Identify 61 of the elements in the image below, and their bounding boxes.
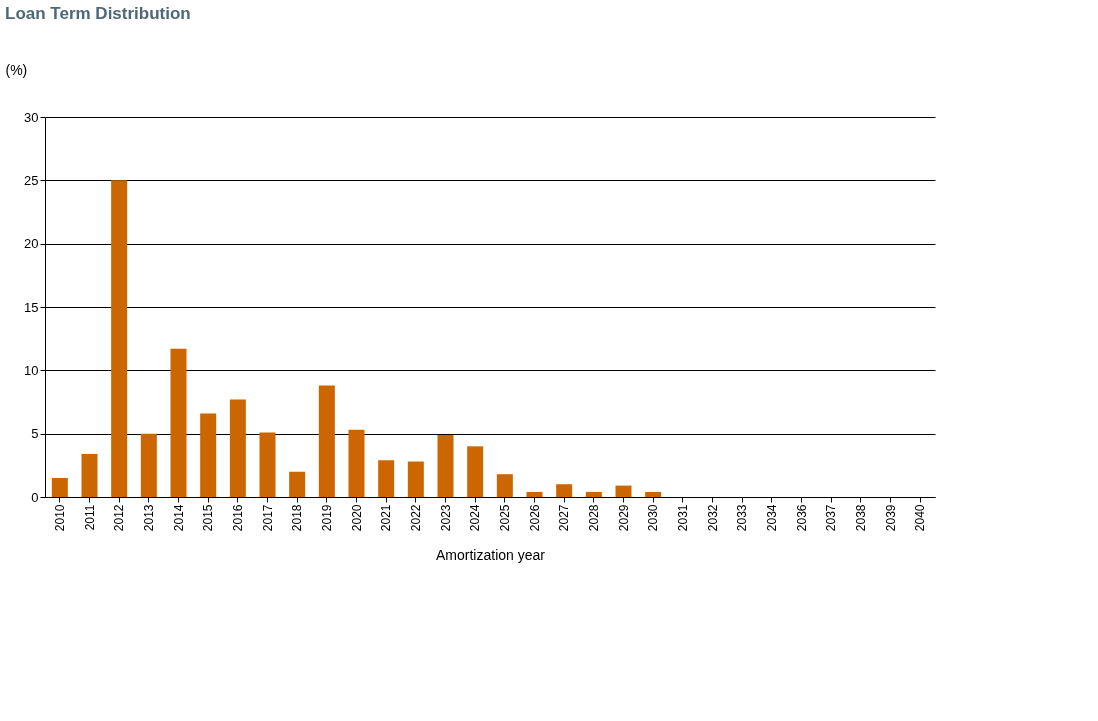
x-tick-label: 2025: [497, 504, 512, 532]
x-tick-label: 2031: [675, 504, 690, 532]
y-tick-label: 10: [24, 362, 39, 378]
x-tick-label: 2017: [260, 504, 275, 532]
y-tick-label: 25: [24, 172, 39, 188]
bar: [378, 460, 395, 497]
x-tick-label: 2038: [853, 504, 868, 532]
bar: [200, 413, 217, 497]
bar: [437, 434, 454, 497]
y-tick-label: 5: [31, 426, 39, 442]
x-tick-label: 2011: [82, 504, 97, 531]
x-tick-label: 2039: [883, 504, 898, 532]
x-tick-label: 2010: [52, 504, 67, 532]
bar: [615, 485, 632, 497]
x-tick-label: 2037: [824, 504, 839, 532]
x-tick-label: 2024: [468, 504, 483, 532]
bar: [170, 348, 187, 497]
y-tick-label: 15: [24, 299, 39, 315]
x-tick-label: 2028: [586, 504, 601, 532]
bar: [556, 484, 573, 497]
x-tick-label: 2034: [764, 504, 779, 532]
bar: [348, 429, 365, 497]
y-tick-label: 0: [31, 489, 39, 505]
x-tick-label: 2016: [230, 504, 245, 532]
x-tick-label: 2019: [319, 504, 334, 532]
x-tick-label: 2029: [616, 504, 631, 532]
x-tick-label: 2020: [349, 504, 364, 532]
bar: [585, 491, 602, 497]
bar: [526, 491, 543, 497]
bar: [111, 180, 128, 497]
bar: [259, 432, 276, 497]
x-tick-label: 2015: [201, 504, 216, 532]
x-tick-label: 2032: [705, 504, 720, 532]
chart-title: Loan Term Distribution: [5, 4, 191, 23]
bar: [467, 446, 484, 497]
x-tick-label: 2026: [527, 504, 542, 532]
x-tick-label: 2040: [913, 504, 928, 532]
x-tick-label: 2022: [408, 504, 423, 532]
y-tick-label: 30: [24, 109, 39, 125]
x-tick-label: 2012: [112, 504, 127, 532]
x-tick-label: 2018: [290, 504, 305, 532]
x-tick-label: 2021: [379, 504, 394, 532]
bar: [496, 474, 513, 497]
bar: [81, 453, 98, 497]
bar: [51, 478, 68, 497]
x-tick-label: 2036: [794, 504, 809, 532]
bar: [318, 385, 335, 497]
x-tick-label: 2030: [646, 504, 661, 532]
y-axis-title: (%): [5, 61, 28, 78]
x-tick-label: 2013: [141, 504, 156, 532]
y-tick-label: 20: [24, 236, 39, 252]
x-tick-label: 2033: [735, 504, 750, 532]
x-tick-label: 2014: [171, 504, 186, 532]
bar: [289, 471, 306, 497]
bar: [645, 491, 662, 497]
bar: [407, 461, 424, 497]
x-tick-label: 2027: [557, 504, 572, 532]
x-tick-label: 2023: [438, 504, 453, 532]
x-axis-title: Amortization year: [436, 547, 546, 564]
bar: [140, 433, 157, 497]
bar: [229, 399, 246, 497]
